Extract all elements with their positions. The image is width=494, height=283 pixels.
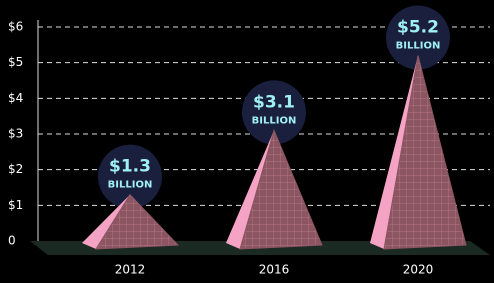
y-tick-label: $2: [8, 162, 23, 176]
value-label: $3.1: [253, 92, 295, 112]
x-tick-label: 2020: [403, 263, 434, 277]
chart: 0 $1 $2 $3 $4 $5 $6 $1.3 BILLION 2012 $3.1 BILLION 2…: [0, 0, 494, 283]
value-unit: BILLION: [108, 180, 153, 191]
y-tick-label: $1: [8, 198, 23, 212]
x-tick-label: 2012: [115, 263, 146, 277]
y-tick-label: $3: [8, 127, 23, 141]
value-unit: BILLION: [252, 115, 297, 126]
y-tick-label: 0: [8, 234, 16, 248]
value-unit: BILLION: [396, 41, 441, 52]
value-label: $5.2: [397, 18, 439, 38]
x-tick-label: 2016: [259, 263, 290, 277]
y-tick-label: $6: [8, 20, 23, 34]
value-label: $1.3: [109, 157, 151, 177]
y-tick-label: $5: [8, 55, 23, 69]
y-tick-label: $4: [8, 91, 23, 105]
